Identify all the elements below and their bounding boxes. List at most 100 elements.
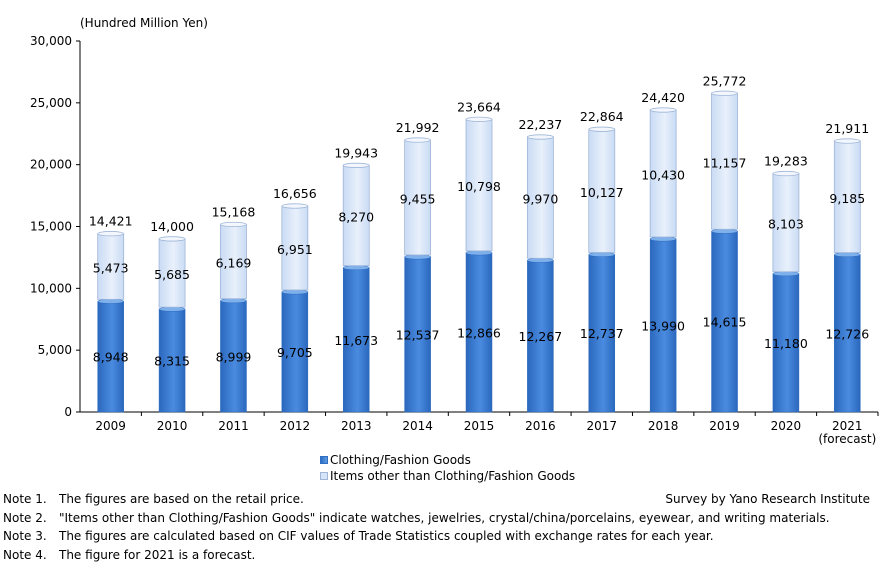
data-label-clothing: 12,537 bbox=[396, 327, 440, 342]
data-label-total: 25,772 bbox=[703, 73, 747, 88]
data-label-total: 21,911 bbox=[825, 121, 869, 136]
data-label-total: 23,664 bbox=[457, 99, 501, 114]
bar-clothing bbox=[711, 231, 738, 413]
note-number: Note 3. bbox=[3, 529, 47, 544]
bar-clothing bbox=[281, 291, 309, 413]
data-label-other: 8,270 bbox=[338, 210, 374, 225]
data-label-other: 5,473 bbox=[93, 261, 129, 276]
bar-other-cap bbox=[833, 138, 861, 144]
bar-clothing-cap bbox=[158, 306, 186, 312]
data-label-clothing: 9,705 bbox=[277, 345, 313, 360]
bar-other-cap bbox=[588, 126, 616, 132]
x-tick-label: 2011 bbox=[218, 419, 249, 433]
bar-other-cap bbox=[465, 116, 493, 122]
bar-other bbox=[404, 139, 432, 256]
data-label-total: 16,656 bbox=[273, 186, 317, 201]
unit-label: (Hundred Million Yen) bbox=[80, 16, 208, 30]
x-tick-label: 2012 bbox=[280, 419, 311, 433]
x-tick-label: 2015 bbox=[464, 419, 495, 433]
x-tick-label: 2013 bbox=[341, 419, 372, 433]
bar-clothing-cap bbox=[220, 298, 247, 304]
data-label-other: 6,169 bbox=[216, 256, 252, 271]
bar-other bbox=[588, 128, 616, 253]
y-tick-label: 10,000 bbox=[30, 281, 72, 295]
data-label-total: 22,864 bbox=[580, 109, 624, 124]
bar-clothing-cap bbox=[834, 252, 861, 258]
data-label-clothing: 11,180 bbox=[764, 336, 808, 351]
bar-clothing-cap bbox=[527, 257, 554, 263]
bar-clothing-cap bbox=[404, 254, 431, 260]
y-tick-label: 5,000 bbox=[38, 343, 72, 357]
legend-item-clothing: Clothing/Fashion Goods bbox=[320, 452, 575, 468]
note-text: The figure for 2021 is a forecast. bbox=[59, 547, 256, 562]
bar-other bbox=[465, 118, 493, 252]
bar-clothing-cap bbox=[342, 265, 370, 271]
data-label-total: 21,992 bbox=[396, 120, 440, 135]
bar-clothing-cap bbox=[97, 298, 124, 304]
bar-other bbox=[649, 109, 677, 238]
data-label-other: 10,430 bbox=[641, 167, 685, 182]
source-credit: Survey by Yano Research Institute bbox=[665, 492, 870, 506]
bar-other-cap bbox=[772, 170, 800, 177]
data-label-total: 19,283 bbox=[764, 154, 808, 169]
bar-clothing bbox=[649, 238, 677, 413]
bar-clothing-cap bbox=[465, 250, 493, 256]
data-label-clothing: 8,999 bbox=[216, 349, 252, 364]
y-tick-label: 15,000 bbox=[30, 220, 72, 234]
x-tick-label: 2018 bbox=[648, 419, 679, 433]
bar-other bbox=[526, 136, 554, 259]
x-tick-label: 2021 bbox=[832, 419, 863, 433]
legend-swatch-clothing bbox=[320, 456, 328, 464]
note-number: Note 1. bbox=[3, 492, 47, 506]
bar-clothing bbox=[342, 267, 370, 413]
data-label-other: 9,455 bbox=[400, 191, 436, 206]
legend-label-clothing: Clothing/Fashion Goods bbox=[330, 453, 471, 467]
bar-clothing bbox=[220, 300, 247, 413]
x-tick-label: 2009 bbox=[95, 419, 126, 433]
stacked-bar-chart: (Hundred Million Yen) 0 5,000 10,000 15,000… bbox=[30, 16, 879, 446]
note-text: The figures are based on the retail pric… bbox=[59, 492, 304, 506]
bar-clothing bbox=[465, 252, 493, 413]
note-number: Note 4. bbox=[3, 547, 47, 562]
data-label-other: 9,970 bbox=[522, 192, 558, 207]
bar-other-cap bbox=[526, 134, 554, 140]
y-tick-label: 25,000 bbox=[30, 96, 72, 110]
data-label-clothing: 11,673 bbox=[334, 333, 378, 348]
x-tick-label: 2019 bbox=[709, 419, 740, 433]
legend-item-other: Items other than Clothing/Fashion Goods bbox=[320, 468, 575, 484]
data-label-other: 6,951 bbox=[277, 242, 313, 257]
bar-other bbox=[772, 173, 800, 273]
data-label-clothing: 12,726 bbox=[825, 326, 869, 341]
note-4: Note 4. The figure for 2021 is a forecas… bbox=[3, 546, 887, 565]
bar-clothing-cap bbox=[281, 289, 309, 295]
data-label-total: 14,421 bbox=[89, 214, 133, 229]
bar-other-cap bbox=[711, 90, 738, 96]
x-tick-sublabel: (forecast) bbox=[818, 432, 876, 446]
note-text: The figures are calculated based on CIF … bbox=[59, 529, 714, 544]
y-tick-label: 0 bbox=[64, 405, 72, 419]
note-3: Note 3. The figures are calculated based… bbox=[3, 527, 887, 546]
note-number: Note 2. bbox=[3, 510, 47, 525]
x-tick-label: 2016 bbox=[525, 419, 556, 433]
bar-clothing bbox=[158, 308, 186, 413]
legend-swatch-other bbox=[320, 472, 328, 480]
bar-other-cap bbox=[281, 203, 309, 209]
data-label-clothing: 12,267 bbox=[519, 329, 563, 344]
bar-other-cap bbox=[342, 162, 370, 168]
bar-other-cap bbox=[158, 236, 186, 242]
notes: Note 1. The figures are based on the ret… bbox=[3, 490, 887, 564]
data-label-total: 15,168 bbox=[212, 204, 256, 219]
bar-other-cap bbox=[220, 221, 247, 228]
bar-clothing bbox=[527, 260, 554, 413]
note-2: Note 2. "Items other than Clothing/Fashi… bbox=[3, 509, 887, 528]
bar-clothing bbox=[404, 256, 431, 413]
data-label-other: 11,157 bbox=[703, 155, 747, 170]
y-tick-label: 30,000 bbox=[30, 34, 72, 48]
y-tick-label: 20,000 bbox=[30, 158, 72, 172]
bar-clothing-cap bbox=[772, 271, 800, 277]
bar-other bbox=[711, 92, 738, 230]
data-label-clothing: 13,990 bbox=[641, 318, 685, 333]
data-label-other: 10,798 bbox=[457, 179, 501, 194]
data-label-clothing: 8,948 bbox=[93, 350, 129, 365]
data-label-other: 10,127 bbox=[580, 185, 624, 200]
